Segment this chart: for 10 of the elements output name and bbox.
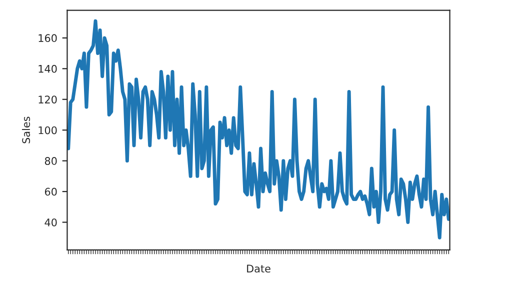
y-tick-label: 80 (44, 157, 57, 165)
line-series (67, 19, 450, 240)
y-tick-label: 120 (38, 96, 57, 104)
y-tick-label: 160 (38, 34, 57, 42)
y-tick-label: 40 (44, 218, 57, 226)
x-axis-title: Date (247, 264, 270, 273)
y-tick-label: 140 (38, 64, 57, 73)
y-tick-label: 60 (44, 188, 57, 196)
y-axis-title: Sales (22, 116, 30, 144)
y-tick-label: 100 (38, 126, 57, 134)
